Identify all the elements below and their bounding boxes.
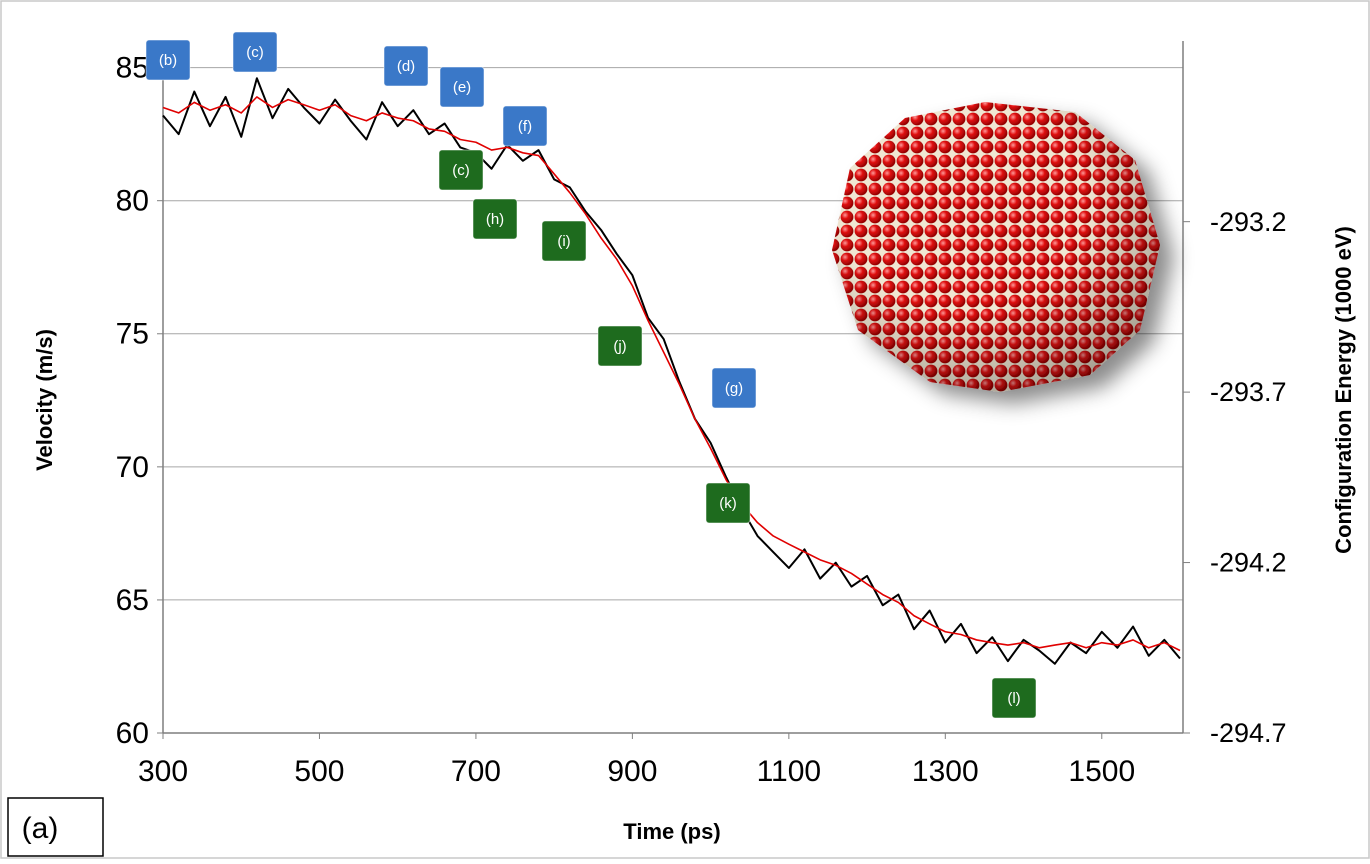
y2-tick-label: -293.2 — [1210, 207, 1287, 237]
annotation-label: (c) — [452, 162, 470, 179]
x-tick-label: 1500 — [1068, 755, 1135, 788]
annotation-label: (g) — [725, 380, 743, 397]
y2-tick-label: -293.7 — [1210, 377, 1287, 407]
y-tick-label: 85 — [116, 52, 149, 85]
y2-axis-title: Configuration Energy (1000 eV) — [1331, 226, 1356, 554]
annotation-label: (e) — [453, 79, 471, 96]
y-tick-label: 75 — [116, 318, 149, 351]
annotation-label: (c) — [246, 44, 264, 61]
annotation-label: (j) — [613, 338, 626, 355]
annotation-label: (k) — [719, 495, 737, 512]
panel-label: (a) — [22, 812, 59, 845]
x-tick-label: 700 — [451, 755, 501, 788]
y-tick-label: 70 — [116, 451, 149, 484]
annotation-label: (b) — [159, 52, 177, 69]
y-tick-label: 80 — [116, 185, 149, 218]
y2-tick-label: -294.7 — [1210, 718, 1287, 748]
y-tick-label: 65 — [116, 584, 149, 617]
annotation-label: (f) — [518, 118, 532, 135]
frame — [1, 1, 1369, 858]
y-tick-label: 60 — [116, 717, 149, 750]
x-axis-title: Time (ps) — [623, 819, 720, 844]
page: 60 65 70 75 80 85 -293.2 -293.7 -294.2 -294.7 300 5… — [0, 0, 1370, 859]
particle-shade — [832, 102, 1160, 392]
annotation-label: (l) — [1007, 690, 1020, 707]
y-axis-title: Velocity (m/s) — [32, 329, 57, 471]
inset-nanoparticle — [832, 102, 1160, 392]
x-tick-label: 500 — [294, 755, 344, 788]
x-tick-label: 900 — [607, 755, 657, 788]
x-tick-label: 1100 — [757, 755, 822, 788]
x-tick-label: 1300 — [912, 755, 979, 788]
annotation-label: (d) — [397, 58, 415, 75]
x-tick-label: 300 — [138, 755, 188, 788]
chart: 60 65 70 75 80 85 -293.2 -293.7 -294.2 -294.7 300 5… — [0, 0, 1370, 859]
annotation-label: (i) — [557, 233, 570, 250]
y2-tick-label: -294.2 — [1210, 548, 1287, 578]
annotation-label: (h) — [486, 211, 504, 228]
